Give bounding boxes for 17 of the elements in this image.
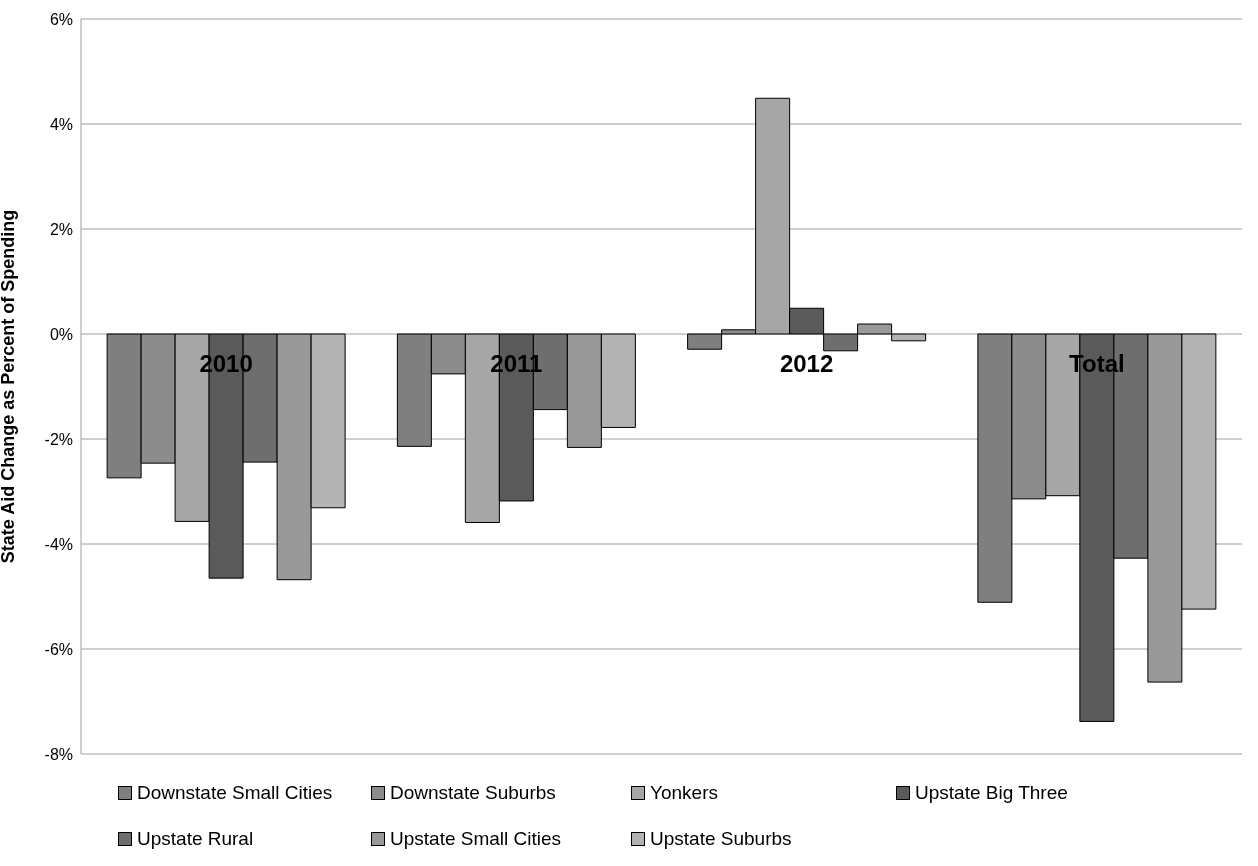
legend-label: Downstate Small Cities <box>137 782 333 804</box>
y-tick-label: -4% <box>44 535 73 553</box>
y-tick-label: 4% <box>49 115 73 133</box>
y-tick-label: -2% <box>44 430 73 448</box>
y-tick-label: -8% <box>44 745 73 763</box>
y-tick-label: 0% <box>49 325 73 343</box>
legend-label: Downstate Suburbs <box>390 782 556 804</box>
legend-label: Yonkers <box>650 782 718 804</box>
y-tick-label: -6% <box>44 640 73 658</box>
legend-label: Upstate Suburbs <box>650 828 792 850</box>
y-tick-label: 2% <box>49 220 73 238</box>
legend-label: Upstate Rural <box>137 828 254 850</box>
legend-label: Upstate Small Cities <box>390 828 562 850</box>
x-tick-label: 2012 <box>779 350 834 377</box>
y-axis-title: State Aid Change as Percent of Spending <box>0 209 19 564</box>
y-tick-label: 6% <box>49 10 73 28</box>
legend-label: Upstate Big Three <box>915 782 1068 804</box>
